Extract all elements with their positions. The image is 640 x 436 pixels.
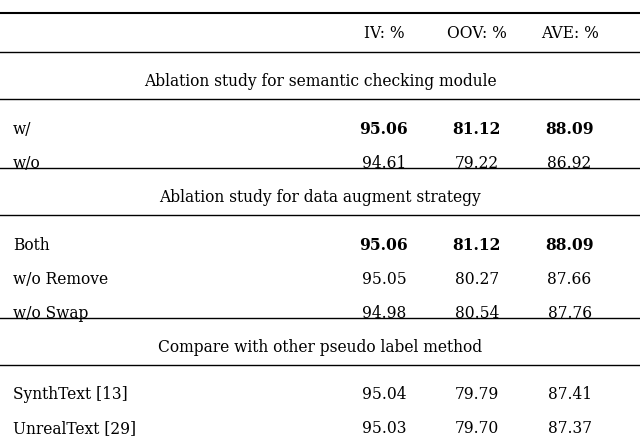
- Text: w/o Swap: w/o Swap: [13, 305, 88, 322]
- Text: 86.92: 86.92: [547, 155, 592, 172]
- Text: 80.54: 80.54: [454, 305, 499, 322]
- Text: 95.05: 95.05: [362, 271, 406, 288]
- Text: 95.03: 95.03: [362, 420, 406, 436]
- Text: Compare with other pseudo label method: Compare with other pseudo label method: [158, 339, 482, 356]
- Text: IV: %: IV: %: [364, 25, 404, 41]
- Text: UnrealText [29]: UnrealText [29]: [13, 420, 136, 436]
- Text: Both: Both: [13, 236, 49, 253]
- Text: 95.04: 95.04: [362, 386, 406, 403]
- Text: 95.06: 95.06: [360, 236, 408, 253]
- Text: 81.12: 81.12: [452, 121, 501, 138]
- Text: w/: w/: [13, 121, 31, 138]
- Text: 87.37: 87.37: [548, 420, 591, 436]
- Text: 94.61: 94.61: [362, 155, 406, 172]
- Text: 81.12: 81.12: [452, 236, 501, 253]
- Text: 95.06: 95.06: [360, 121, 408, 138]
- Text: 87.41: 87.41: [548, 386, 591, 403]
- Text: w/o: w/o: [13, 155, 40, 172]
- Text: Ablation study for semantic checking module: Ablation study for semantic checking mod…: [144, 73, 496, 90]
- Text: 79.70: 79.70: [454, 420, 499, 436]
- Text: 87.76: 87.76: [548, 305, 591, 322]
- Text: 88.09: 88.09: [545, 236, 594, 253]
- Text: w/o Remove: w/o Remove: [13, 271, 108, 288]
- Text: 80.27: 80.27: [455, 271, 499, 288]
- Text: AVE: %: AVE: %: [541, 25, 598, 41]
- Text: 87.66: 87.66: [547, 271, 592, 288]
- Text: 79.22: 79.22: [455, 155, 499, 172]
- Text: OOV: %: OOV: %: [447, 25, 507, 41]
- Text: SynthText [13]: SynthText [13]: [13, 386, 127, 403]
- Text: 88.09: 88.09: [545, 121, 594, 138]
- Text: 94.98: 94.98: [362, 305, 406, 322]
- Text: 79.79: 79.79: [454, 386, 499, 403]
- Text: Ablation study for data augment strategy: Ablation study for data augment strategy: [159, 189, 481, 206]
